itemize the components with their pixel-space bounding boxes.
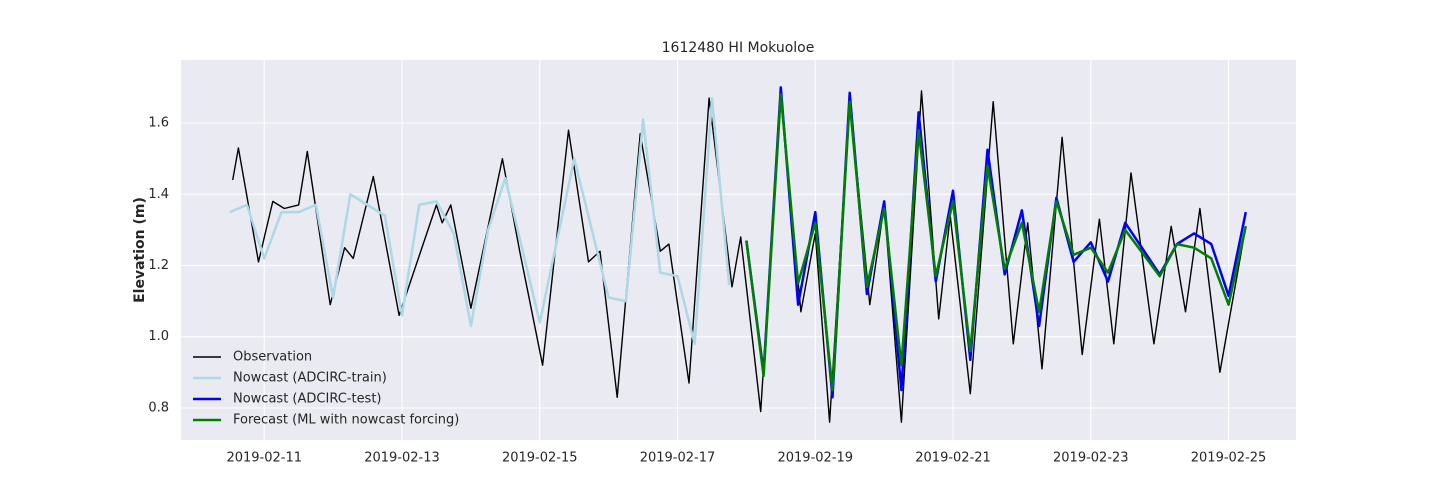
x-tick-label: 2019-02-21: [915, 451, 991, 466]
x-tick-label: 2019-02-23: [1053, 451, 1129, 466]
y-tick-label: 1.6: [148, 116, 169, 131]
series-line: [232, 90, 1247, 423]
legend-label: Nowcast (ADCIRC-test): [233, 392, 382, 407]
x-tick-label: 2019-02-15: [502, 451, 578, 466]
legend-label: Nowcast (ADCIRC-train): [233, 371, 387, 386]
series-line: [745, 93, 1248, 392]
y-tick-label: 1.0: [148, 329, 169, 344]
series-line: [229, 96, 731, 346]
y-tick-label: 1.4: [148, 187, 169, 202]
lines: [229, 86, 1248, 423]
x-tick-label: 2019-02-25: [1191, 451, 1267, 466]
x-tick-label: 2019-02-13: [364, 451, 440, 466]
legend-label: Forecast (ML with nowcast forcing): [233, 413, 459, 428]
chart-title: 1612480 HI Mokuoloe: [662, 40, 815, 56]
x-tick-label: 2019-02-17: [640, 451, 716, 466]
legend-label: Observation: [233, 350, 312, 365]
y-tick-label: 0.8: [148, 400, 169, 415]
x-tick-label: 2019-02-19: [777, 451, 853, 466]
y-axis-label: Elevation (m): [132, 197, 148, 303]
y-tick-label: 1.2: [148, 258, 169, 273]
x-tick-label: 2019-02-11: [226, 451, 302, 466]
grid: [181, 60, 1296, 440]
